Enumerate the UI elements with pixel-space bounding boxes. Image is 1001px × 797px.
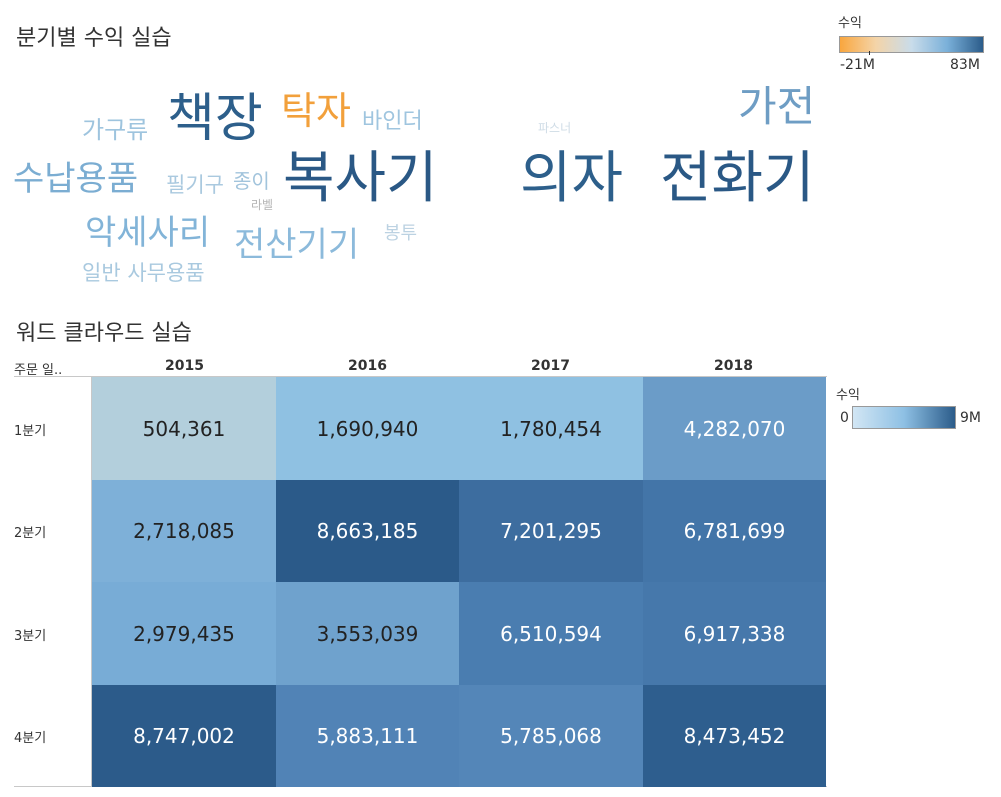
row-label-q3[interactable]: 3분기 <box>14 629 47 644</box>
heatmap-legend-min: 0 <box>840 410 849 426</box>
cloud-word[interactable]: 종이 <box>233 169 270 193</box>
cloud-word[interactable]: 수납용품 <box>13 159 139 199</box>
column-header-2015[interactable]: 2015 <box>165 358 204 374</box>
heatmap-cell[interactable]: 8,663,185 <box>276 480 459 582</box>
cloud-word[interactable]: 가전 <box>738 82 816 131</box>
row-label-q2[interactable]: 2분기 <box>14 526 47 541</box>
heatmap-cell[interactable]: 5,883,111 <box>276 685 459 787</box>
heatmap-legend-max: 9M <box>960 410 981 426</box>
heatmap-cell[interactable]: 8,747,002 <box>92 685 276 787</box>
wordcloud-legend-title: 수익 <box>838 16 862 31</box>
cloud-word[interactable]: 일반 사무용품 <box>82 261 205 285</box>
cloud-word[interactable]: 악세사리 <box>85 213 211 253</box>
header-divider <box>14 376 827 377</box>
heatmap-cell[interactable]: 5,785,068 <box>459 685 643 787</box>
heatmap-legend-title: 수익 <box>836 388 860 403</box>
cloud-word[interactable]: 전산기기 <box>234 225 360 265</box>
cloud-word[interactable]: 탁자 <box>281 89 351 133</box>
cloud-word[interactable]: 라벨 <box>251 198 274 212</box>
heatmap-cell[interactable]: 8,473,452 <box>643 685 826 787</box>
wordcloud-legend-min: -21M <box>840 57 875 73</box>
column-header-2016[interactable]: 2016 <box>348 358 387 374</box>
row-label-q4[interactable]: 4분기 <box>14 731 47 746</box>
heatmap-cell[interactable]: 6,510,594 <box>459 582 643 685</box>
heatmap-cell[interactable]: 2,718,085 <box>92 480 276 582</box>
heatmap-cell[interactable]: 4,282,070 <box>643 377 826 480</box>
wordcloud-legend-zero-tick <box>869 51 870 55</box>
cloud-word[interactable]: 복사기 <box>283 146 438 211</box>
heatmap-cell[interactable]: 6,917,338 <box>643 582 826 685</box>
wordcloud-legend-max: 83M <box>950 57 980 73</box>
heatmap-cell[interactable]: 3,553,039 <box>276 582 459 685</box>
column-header-2017[interactable]: 2017 <box>531 358 570 374</box>
heatmap-cell[interactable]: 7,201,295 <box>459 480 643 582</box>
cloud-word[interactable]: 바인더 <box>362 109 423 134</box>
cloud-word[interactable]: 전화기 <box>660 146 815 211</box>
heatmap-title: 워드 클라우드 실습 <box>16 321 192 346</box>
heatmap-legend-gradient[interactable] <box>852 406 956 429</box>
column-header-2018[interactable]: 2018 <box>714 358 753 374</box>
cloud-word[interactable]: 책장 <box>167 89 263 149</box>
row-header-divider <box>91 377 92 786</box>
cloud-word[interactable]: 파스너 <box>538 121 572 135</box>
cloud-word[interactable]: 의자 <box>520 146 624 211</box>
cloud-word[interactable]: 필기구 <box>166 173 224 197</box>
heatmap-cell[interactable]: 1,780,454 <box>459 377 643 480</box>
row-header-label[interactable]: 주문 일.. <box>14 363 63 378</box>
wordcloud-title: 분기별 수익 실습 <box>16 26 172 51</box>
heatmap-cell[interactable]: 504,361 <box>92 377 276 480</box>
row-label-q1[interactable]: 1분기 <box>14 424 47 439</box>
cloud-word[interactable]: 가구류 <box>82 116 149 144</box>
heatmap-cell[interactable]: 6,781,699 <box>643 480 826 582</box>
wordcloud-legend-gradient[interactable] <box>839 36 984 53</box>
heatmap-cell[interactable]: 1,690,940 <box>276 377 459 480</box>
cloud-word[interactable]: 봉투 <box>384 223 418 244</box>
heatmap-cell[interactable]: 2,979,435 <box>92 582 276 685</box>
